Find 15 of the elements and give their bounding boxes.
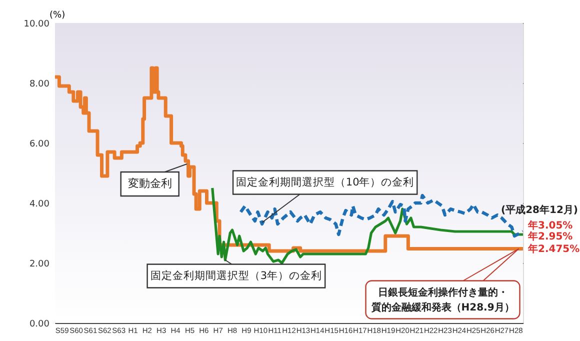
y-tick-label: 0.00 xyxy=(29,320,50,330)
y-tick-label: 10.00 xyxy=(24,20,50,30)
y-tick-label: 2.00 xyxy=(29,260,50,270)
annotation: 固定金利期間選択型（3年）の金利 xyxy=(150,269,322,282)
annotation: 変動金利 xyxy=(128,177,172,190)
y-tick-label: 4.00 xyxy=(29,200,50,210)
annotation: 年2.95% xyxy=(527,230,573,242)
y-tick-label: 6.00 xyxy=(29,140,50,150)
annotation: 日銀長短金利操作付き量的・質的金融緩和発表（H28.9月） xyxy=(370,286,514,314)
y-axis-title: (%) xyxy=(50,10,66,20)
annotation: 固定金利期間選択型（10年）の金利 xyxy=(236,176,414,188)
annotation: 年2.475% xyxy=(527,242,580,255)
annotation: 年3.05% xyxy=(527,220,573,232)
annotation: (平成28年12月) xyxy=(501,204,578,216)
y-tick-label: 8.00 xyxy=(29,80,50,90)
